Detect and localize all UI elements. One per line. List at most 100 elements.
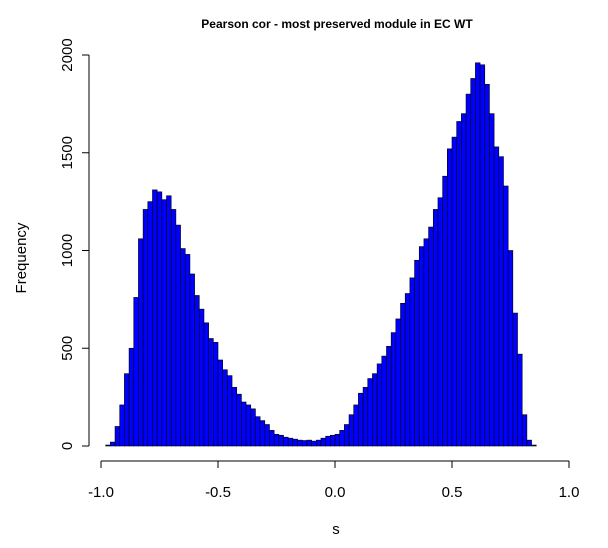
histogram-bar — [381, 355, 387, 447]
histogram-bar — [395, 318, 401, 447]
histogram-bar — [255, 416, 261, 447]
histogram-bar — [301, 440, 308, 447]
y-axis-label: Frequency — [13, 222, 30, 293]
histogram-bar — [531, 444, 537, 447]
histogram-bar — [470, 78, 476, 447]
histogram-bar — [203, 322, 209, 447]
histogram-bar — [447, 148, 453, 447]
histogram-bar — [320, 437, 326, 447]
histogram-bar — [236, 393, 242, 447]
histogram-bar — [404, 293, 411, 447]
histogram-bar — [105, 444, 111, 447]
histogram-bar — [432, 209, 439, 447]
histogram-bar — [138, 238, 144, 447]
histogram-bar — [213, 342, 219, 447]
x-tick-label: -0.5 — [205, 484, 231, 501]
y-tick-label: 0 — [59, 442, 76, 450]
histogram-bar — [339, 430, 345, 447]
histogram-bar — [152, 189, 158, 447]
histogram-bar — [498, 156, 504, 447]
histogram-bar — [484, 84, 490, 447]
histogram-bar — [189, 273, 195, 447]
histogram-bar — [461, 113, 467, 447]
histogram-bar — [180, 248, 186, 447]
histogram-bar — [414, 259, 420, 447]
x-tick-label: -1.0 — [88, 484, 114, 501]
chart-title: Pearson cor - most preserved module in E… — [201, 17, 473, 31]
histogram-bar — [315, 439, 322, 447]
histogram-bar — [133, 297, 139, 447]
histogram-bar — [208, 338, 214, 447]
histogram-bar — [119, 404, 125, 447]
histogram-bar — [386, 345, 392, 447]
y-tick-label: 500 — [59, 336, 76, 361]
histogram-bar — [456, 121, 462, 447]
histogram-bar — [390, 332, 397, 447]
histogram-bar — [400, 302, 406, 447]
x-axis-label: s — [332, 521, 340, 538]
histogram-bar — [344, 424, 350, 447]
histogram-bar — [330, 434, 336, 447]
histogram-bar — [306, 439, 312, 447]
histogram-bar — [507, 250, 514, 447]
histogram-bar — [418, 246, 425, 447]
histogram-bar — [311, 440, 317, 447]
histogram-bar — [493, 146, 500, 447]
x-tick-label: 0.5 — [442, 484, 463, 501]
histogram-bar — [269, 430, 275, 447]
histogram-bar — [358, 392, 364, 447]
x-axis: -1.0 -0.5 0.0 0.5 1.0 — [88, 460, 580, 501]
histogram-bar — [409, 277, 415, 447]
histogram-bar — [222, 369, 228, 447]
histogram-bar — [292, 438, 298, 447]
histogram-bar — [245, 404, 252, 447]
histogram-bar — [362, 387, 369, 447]
histogram-bar — [217, 359, 223, 447]
y-tick-label: 1000 — [59, 234, 76, 267]
histogram-bar — [287, 437, 294, 447]
histogram-bar — [250, 408, 256, 447]
histogram-bar — [142, 209, 149, 447]
histogram-bar — [479, 64, 486, 447]
histogram-bars — [105, 62, 537, 447]
histogram-bar — [147, 201, 153, 447]
histogram-bar — [517, 353, 523, 447]
histogram-bar — [325, 435, 331, 447]
histogram-bar — [194, 295, 200, 447]
histogram-bar — [423, 238, 429, 447]
histogram-bar — [231, 387, 238, 447]
histogram-bar — [273, 433, 280, 447]
histogram-bar — [110, 441, 116, 447]
histogram-bar — [451, 136, 457, 447]
histogram-bar — [170, 209, 177, 447]
histogram-bar — [503, 185, 509, 447]
histogram-bar — [442, 175, 448, 447]
histogram-bar — [175, 224, 181, 447]
histogram-bar — [372, 373, 378, 447]
histogram-bar — [198, 308, 205, 447]
histogram-bar — [128, 347, 135, 447]
histogram-bar — [241, 401, 247, 447]
histogram-bar — [124, 373, 130, 447]
histogram-bar — [521, 414, 528, 447]
histogram-bar — [526, 439, 532, 447]
histogram-bar — [278, 434, 284, 447]
histogram-bar — [428, 226, 434, 447]
histogram-bar — [348, 414, 355, 447]
histogram-bar — [465, 93, 472, 447]
histogram-bar — [264, 424, 270, 447]
histogram-bar — [353, 404, 359, 447]
y-tick-label: 2000 — [59, 38, 76, 71]
histogram-bar — [334, 433, 340, 447]
histogram-bar — [367, 378, 373, 447]
histogram-bar — [184, 254, 191, 447]
histogram-bar — [166, 195, 172, 447]
histogram-bar — [489, 113, 495, 447]
x-tick-label: 1.0 — [559, 484, 580, 501]
histogram-bar — [512, 312, 518, 447]
histogram-bar — [156, 191, 163, 447]
histogram-bar — [259, 420, 266, 447]
histogram-bar — [376, 363, 383, 447]
histogram-bar — [227, 375, 233, 447]
